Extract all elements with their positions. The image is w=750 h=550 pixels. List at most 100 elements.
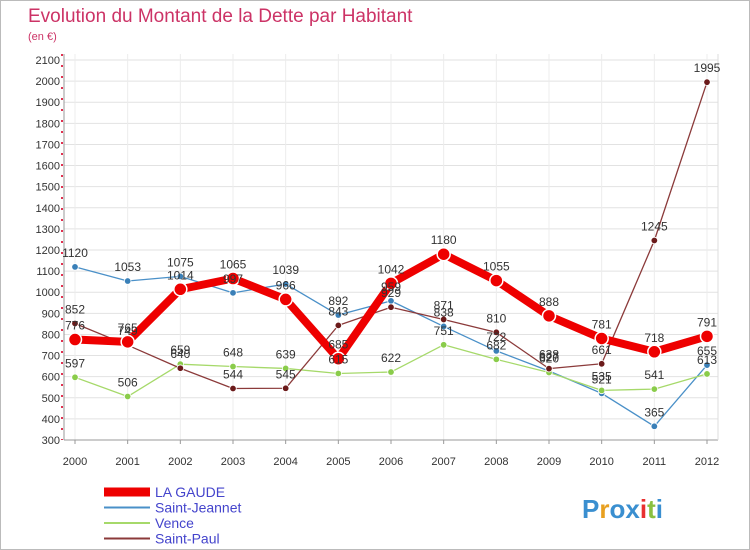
data-label-vence: 648 — [223, 346, 243, 360]
point-saint-jeannet — [703, 361, 711, 369]
y-tick-label: 300 — [42, 435, 60, 447]
x-tick-label: 2007 — [431, 456, 455, 468]
x-tick-label: 2006 — [379, 456, 403, 468]
point-saint-jeannet — [650, 422, 659, 430]
y-tick-label: 600 — [42, 372, 60, 384]
point-la-gaude — [383, 276, 399, 291]
data-label-saint-paul: 871 — [434, 298, 454, 312]
data-label-vence: 535 — [592, 369, 612, 383]
data-label-saint-jeannet: 838 — [434, 305, 454, 319]
point-saint-paul — [176, 364, 185, 372]
data-label-la-gaude: 718 — [644, 331, 664, 345]
point-saint-paul — [71, 319, 79, 328]
point-saint-jeannet — [281, 280, 290, 288]
point-la-gaude — [647, 344, 662, 360]
data-label-saint-paul: 810 — [486, 311, 506, 325]
logo-letter: i — [656, 494, 663, 524]
legend-label: Vence — [155, 515, 194, 531]
data-label-saint-paul: 1245 — [641, 220, 668, 234]
y-tick-label: 1000 — [36, 287, 60, 299]
data-label-saint-paul: 749 — [118, 324, 138, 338]
point-vence — [387, 368, 395, 376]
data-label-vence: 751 — [434, 324, 454, 338]
point-saint-paul — [650, 236, 659, 245]
legend-label: Saint-Jeannet — [155, 500, 242, 516]
logo-letter: r — [599, 494, 609, 524]
data-label-saint-jeannet: 627 — [539, 350, 559, 364]
y-tick-label: 1300 — [36, 224, 60, 236]
data-label-vence: 659 — [170, 343, 190, 357]
y-tick-label: 1700 — [36, 139, 60, 151]
data-label-saint-paul: 843 — [328, 304, 348, 318]
data-label-vence: 622 — [381, 351, 401, 365]
y-tick-label: 700 — [42, 351, 60, 363]
point-saint-paul — [703, 78, 711, 86]
y-tick-label: 400 — [42, 414, 60, 426]
point-saint-jeannet — [71, 263, 79, 271]
data-label-vence: 682 — [486, 338, 506, 352]
x-tick-label: 2000 — [63, 456, 87, 468]
point-saint-paul — [281, 384, 290, 392]
x-tick-label: 2005 — [326, 456, 350, 468]
x-tick-label: 2001 — [115, 456, 139, 468]
data-label-vence: 597 — [65, 356, 85, 370]
x-tick-label: 2012 — [695, 456, 719, 468]
axes: 300 400 500 600 700 800 900 1000 1100 1200 1300 140… — [36, 54, 719, 468]
point-saint-paul — [492, 328, 501, 337]
series-lines — [67, 78, 715, 430]
logo-letter: t — [647, 494, 656, 524]
data-label-saint-paul: 638 — [539, 348, 559, 362]
point-saint-jeannet — [492, 347, 501, 355]
data-label-la-gaude: 781 — [592, 317, 612, 331]
data-label-saint-jeannet: 365 — [644, 405, 664, 419]
y-tick-label: 1900 — [36, 97, 60, 109]
data-label-vence: 506 — [118, 376, 138, 390]
point-la-gaude — [436, 246, 451, 262]
data-label-la-gaude: 791 — [697, 315, 717, 329]
data-label-la-gaude: 1014 — [167, 268, 194, 282]
data-label-la-gaude: 888 — [539, 295, 559, 309]
data-label-saint-jeannet: 722 — [486, 330, 506, 344]
data-label-saint-paul: 661 — [592, 343, 612, 357]
point-saint-jeannet — [229, 289, 237, 297]
y-tick-label: 1100 — [36, 266, 60, 278]
data-label-la-gaude: 966 — [276, 278, 296, 292]
y-tick-label: 500 — [42, 393, 60, 405]
point-saint-jeannet — [334, 311, 343, 319]
point-la-gaude — [489, 273, 504, 288]
data-label-saint-jeannet: 1053 — [114, 260, 141, 274]
point-la-gaude — [541, 308, 557, 324]
data-label-vence: 615 — [328, 353, 348, 367]
data-label-saint-paul: 640 — [170, 347, 190, 361]
data-label-saint-jeannet: 1120 — [62, 246, 88, 260]
logo-letter: x — [625, 494, 640, 524]
data-labels: 1120 1053 1075 997 1039 892 959 838 722 627 521 365… — [62, 61, 721, 419]
point-la-gaude — [594, 331, 609, 346]
y-tick-label: 1600 — [36, 161, 60, 173]
data-label-saint-jeannet: 1075 — [167, 255, 194, 269]
data-label-saint-jeannet: 892 — [328, 294, 348, 308]
point-vence — [703, 370, 711, 378]
grid-lines — [64, 54, 718, 441]
point-saint-paul — [597, 360, 606, 368]
point-saint-jeannet — [123, 277, 132, 285]
data-label-saint-jeannet: 1039 — [272, 263, 299, 277]
point-vence — [439, 341, 448, 349]
data-label-la-gaude: 765 — [118, 321, 138, 335]
point-saint-paul — [387, 303, 395, 311]
data-label-vence: 541 — [644, 368, 664, 382]
y-tick-label: 1200 — [36, 245, 60, 257]
data-label-la-gaude: 1042 — [378, 262, 405, 276]
x-tick-label: 2002 — [168, 456, 192, 468]
point-vence — [492, 355, 501, 364]
point-la-gaude — [120, 334, 135, 350]
point-vence — [650, 385, 659, 393]
point-saint-paul — [229, 384, 237, 393]
point-la-gaude — [699, 329, 715, 344]
point-saint-paul — [334, 321, 343, 330]
point-la-gaude — [331, 351, 346, 366]
point-saint-paul — [439, 315, 448, 324]
point-saint-paul — [545, 364, 553, 373]
